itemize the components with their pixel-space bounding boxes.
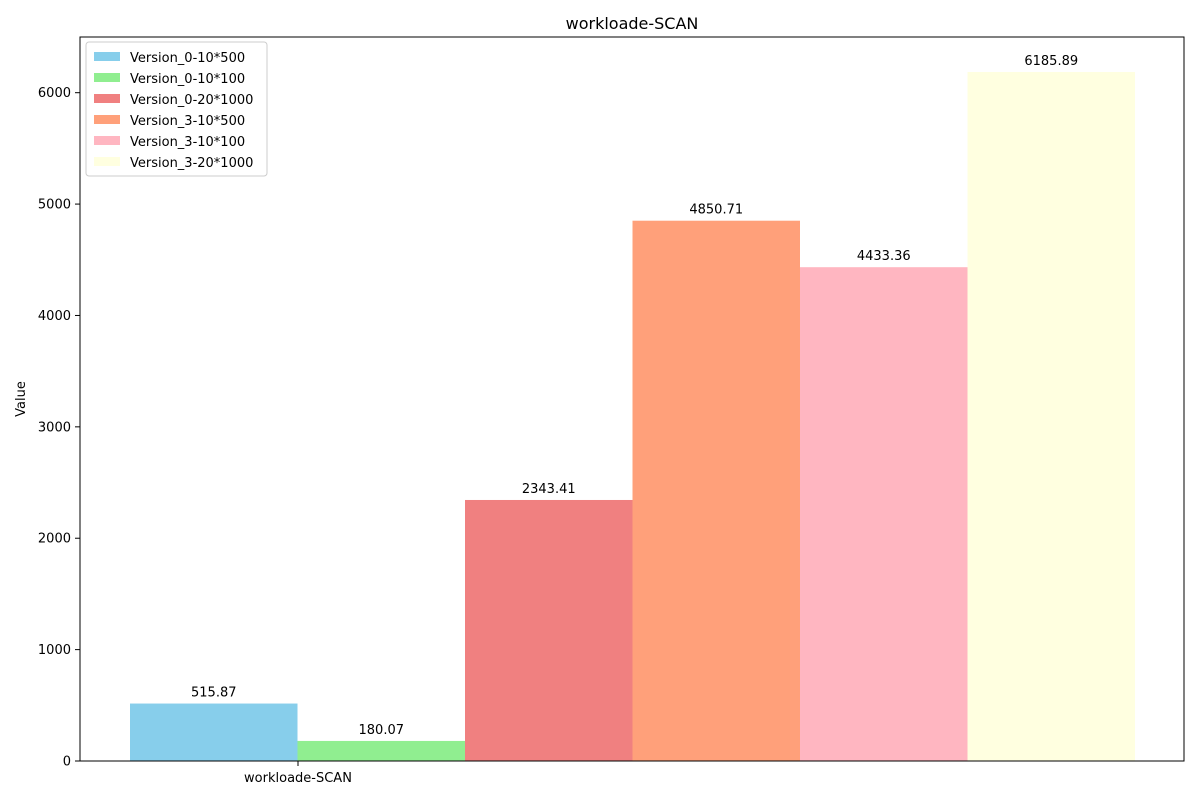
chart-title: workloade-SCAN: [566, 14, 699, 33]
x-tick-label-1: workloade-SCAN: [244, 771, 352, 786]
legend-label-3: Version_0-20*1000: [130, 93, 253, 108]
bar-3: [465, 499, 633, 761]
y-tick-label-2000: 2000: [38, 532, 71, 547]
legend-swatch-4: [94, 115, 120, 124]
legend-label-4: Version_3-10*500: [130, 114, 245, 129]
legend-label-1: Version_0-10*500: [130, 51, 245, 66]
bar-value-label-4: 4850.71: [689, 203, 743, 218]
bar-6: [967, 71, 1135, 762]
legend-label-5: Version_3-10*100: [130, 135, 245, 150]
bar-2: [297, 740, 465, 761]
bar-4: [632, 220, 800, 761]
bar-value-label-2: 180.07: [359, 723, 405, 738]
bar-5: [800, 267, 968, 761]
y-tick-label-4000: 4000: [38, 309, 71, 324]
plot-frame: [79, 36, 1185, 762]
bars-group: [130, 71, 1135, 762]
bar-labels-group: 515.87 180.07 2343.41 4850.71 4433.36 6185.89: [191, 54, 1078, 738]
legend-box: [85, 41, 268, 177]
legend: Version_0-10*500 Version_0-10*100 Version_…: [85, 41, 268, 177]
bar-value-label-1: 515.87: [191, 686, 237, 701]
y-tick-label-1000: 1000: [38, 643, 71, 658]
legend-swatch-2: [94, 73, 120, 82]
legend-swatch-1: [94, 52, 120, 61]
legend-swatch-3: [94, 94, 120, 103]
y-axis: 0 1000 2000 3000 4000 5000 6000: [38, 86, 80, 770]
y-tick-label-6000: 6000: [38, 86, 71, 101]
legend-label-2: Version_0-10*100: [130, 72, 245, 87]
bar-1: [130, 703, 298, 761]
legend-swatch-6: [94, 157, 120, 166]
bar-value-label-3: 2343.41: [522, 482, 576, 497]
bar-value-label-6: 6185.89: [1024, 54, 1078, 69]
y-tick-label-3000: 3000: [38, 420, 71, 435]
legend-swatch-5: [94, 136, 120, 145]
legend-label-6: Version_3-20*1000: [130, 156, 253, 171]
y-axis-label: Value: [14, 381, 29, 417]
y-tick-label-0: 0: [63, 755, 71, 770]
bar-value-label-5: 4433.36: [857, 249, 911, 264]
x-axis: workloade-SCAN: [244, 761, 352, 786]
y-tick-label-5000: 5000: [38, 198, 71, 213]
